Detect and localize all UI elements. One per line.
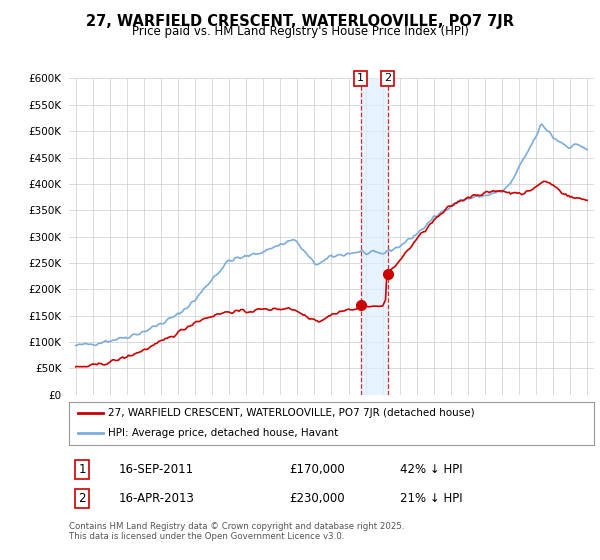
Text: 1: 1 [357, 73, 364, 83]
Text: 42% ↓ HPI: 42% ↓ HPI [400, 463, 463, 475]
Bar [361, 78, 388, 395]
Text: 16-SEP-2011: 16-SEP-2011 [119, 463, 194, 475]
Text: 27, WARFIELD CRESCENT, WATERLOOVILLE, PO7 7JR (detached house): 27, WARFIELD CRESCENT, WATERLOOVILLE, PO… [109, 408, 475, 418]
Text: HPI: Average price, detached house, Havant: HPI: Average price, detached house, Hava… [109, 428, 338, 438]
Text: 16-APR-2013: 16-APR-2013 [119, 492, 195, 505]
Text: Contains HM Land Registry data © Crown copyright and database right 2025.
This d: Contains HM Land Registry data © Crown c… [69, 522, 404, 542]
Text: 2: 2 [384, 73, 391, 83]
Text: £170,000: £170,000 [290, 463, 345, 475]
Text: 1: 1 [79, 463, 86, 475]
Text: £230,000: £230,000 [290, 492, 345, 505]
Text: 2: 2 [79, 492, 86, 505]
Text: 27, WARFIELD CRESCENT, WATERLOOVILLE, PO7 7JR: 27, WARFIELD CRESCENT, WATERLOOVILLE, PO… [86, 14, 514, 29]
Text: 21% ↓ HPI: 21% ↓ HPI [400, 492, 463, 505]
Text: Price paid vs. HM Land Registry's House Price Index (HPI): Price paid vs. HM Land Registry's House … [131, 25, 469, 38]
